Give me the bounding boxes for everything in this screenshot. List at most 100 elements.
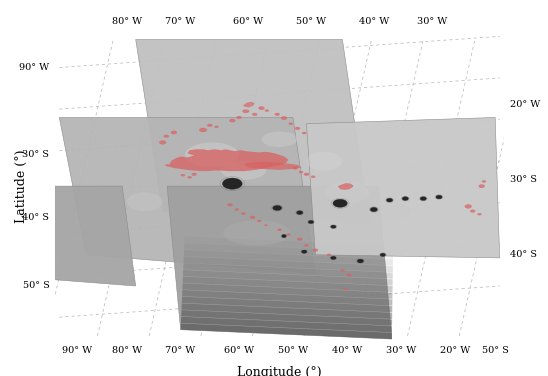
Text: Longitude (°): Longitude (°) [237, 365, 322, 376]
Ellipse shape [185, 143, 239, 167]
Text: 20° W: 20° W [439, 346, 470, 355]
Polygon shape [181, 310, 392, 326]
Ellipse shape [286, 233, 290, 236]
Ellipse shape [302, 132, 306, 134]
Polygon shape [181, 303, 392, 319]
Ellipse shape [229, 119, 236, 123]
Ellipse shape [227, 203, 233, 206]
Ellipse shape [308, 220, 313, 224]
Ellipse shape [370, 207, 378, 212]
Ellipse shape [242, 109, 249, 113]
Ellipse shape [241, 212, 246, 215]
Text: Latitude (°): Latitude (°) [15, 149, 27, 223]
Text: 40° S: 40° S [510, 250, 536, 259]
Ellipse shape [265, 109, 269, 112]
Polygon shape [181, 317, 392, 332]
Ellipse shape [482, 180, 486, 183]
Ellipse shape [297, 238, 302, 241]
Text: 50° W: 50° W [296, 17, 326, 26]
Text: 90° W: 90° W [62, 346, 92, 355]
Polygon shape [243, 162, 302, 170]
Polygon shape [182, 297, 392, 312]
Ellipse shape [346, 273, 352, 277]
Text: 50° W: 50° W [278, 346, 308, 355]
Ellipse shape [306, 152, 342, 171]
Ellipse shape [324, 182, 369, 203]
Text: 90° W: 90° W [19, 63, 49, 72]
Ellipse shape [236, 116, 242, 119]
Ellipse shape [313, 249, 318, 252]
Polygon shape [136, 39, 369, 224]
Text: 40° W: 40° W [359, 17, 389, 26]
Text: 60° W: 60° W [224, 346, 254, 355]
Ellipse shape [214, 126, 219, 128]
Ellipse shape [327, 253, 331, 256]
Ellipse shape [181, 174, 185, 176]
Text: 70° W: 70° W [165, 17, 196, 26]
Text: 40° W: 40° W [332, 346, 362, 355]
Polygon shape [306, 117, 500, 258]
Ellipse shape [340, 269, 345, 271]
Ellipse shape [171, 130, 177, 134]
Polygon shape [243, 102, 255, 108]
Ellipse shape [199, 128, 207, 132]
Ellipse shape [163, 135, 169, 138]
Polygon shape [184, 256, 393, 272]
Ellipse shape [420, 197, 426, 200]
Polygon shape [183, 263, 393, 279]
Text: 80° W: 80° W [112, 17, 142, 26]
Polygon shape [183, 270, 393, 285]
Text: 20° W: 20° W [510, 100, 540, 109]
Ellipse shape [221, 161, 266, 180]
Ellipse shape [477, 213, 482, 215]
Ellipse shape [380, 253, 386, 256]
Ellipse shape [207, 124, 213, 127]
Ellipse shape [264, 224, 268, 226]
Polygon shape [338, 183, 353, 190]
Ellipse shape [258, 106, 265, 110]
Polygon shape [167, 186, 392, 339]
Text: 80° W: 80° W [112, 346, 142, 355]
Ellipse shape [235, 208, 239, 211]
Ellipse shape [299, 171, 303, 173]
Text: 30° W: 30° W [417, 17, 447, 26]
Ellipse shape [295, 127, 300, 130]
Ellipse shape [402, 197, 408, 200]
Ellipse shape [330, 256, 336, 259]
Ellipse shape [277, 229, 282, 231]
Text: 30° S: 30° S [22, 150, 49, 159]
Polygon shape [59, 117, 316, 273]
Text: 30° W: 30° W [386, 346, 416, 355]
Polygon shape [182, 277, 392, 292]
Ellipse shape [222, 178, 242, 189]
Ellipse shape [293, 167, 298, 170]
Text: 60° W: 60° W [233, 17, 263, 26]
Ellipse shape [275, 113, 280, 116]
Ellipse shape [261, 132, 298, 147]
Ellipse shape [273, 205, 282, 211]
Text: 50° S: 50° S [482, 346, 509, 355]
Ellipse shape [374, 203, 410, 219]
Polygon shape [182, 283, 392, 299]
Ellipse shape [281, 116, 287, 120]
Ellipse shape [296, 211, 303, 215]
Polygon shape [165, 149, 288, 171]
Ellipse shape [282, 235, 286, 238]
Ellipse shape [304, 173, 309, 176]
Ellipse shape [333, 199, 347, 207]
Text: 70° W: 70° W [165, 346, 196, 355]
Ellipse shape [252, 113, 258, 116]
Polygon shape [55, 186, 136, 286]
Ellipse shape [357, 259, 363, 263]
Ellipse shape [301, 250, 307, 253]
Text: 30° S: 30° S [510, 175, 536, 184]
Ellipse shape [478, 184, 485, 188]
Ellipse shape [127, 193, 163, 211]
Ellipse shape [288, 123, 293, 125]
Ellipse shape [257, 220, 261, 222]
Ellipse shape [436, 195, 442, 199]
Polygon shape [184, 243, 393, 259]
Ellipse shape [470, 209, 476, 213]
Ellipse shape [465, 204, 472, 209]
Ellipse shape [191, 173, 197, 176]
